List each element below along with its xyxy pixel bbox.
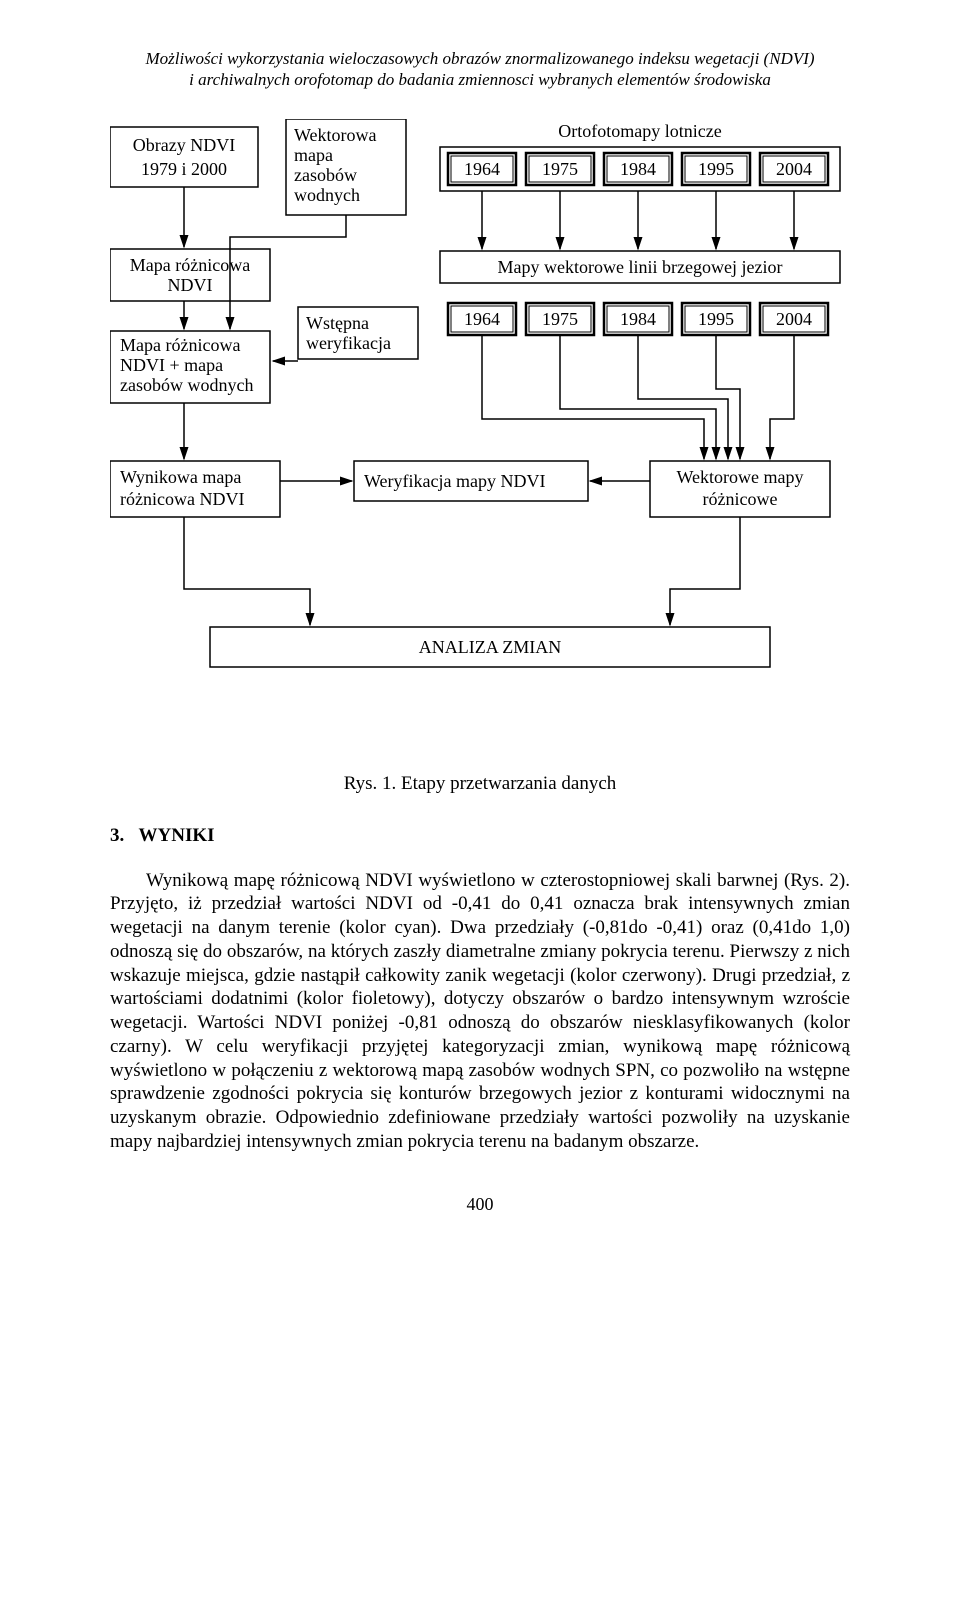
mr-l2: NDVI [168,275,213,295]
orto-title: Ortofotomapy lotnicze [558,121,721,141]
page-number: 400 [110,1194,850,1215]
node-wektorowe-mapy: Wektorowe mapy różnicowe [650,461,830,517]
wm-l1: Wektorowe mapy [676,467,803,487]
node-mapa-roznicowa-plus: Mapa różnicowa NDVI + mapa zasobów wodny… [110,331,270,403]
ws-l1: Wstępna [306,313,369,333]
node-wstepna: Wstępna weryfikacja [298,307,418,359]
section-heading: 3. WYNIKI [110,825,850,847]
flow-diagram: Obrazy NDVI 1979 i 2000 Wektorowa mapa z… [110,119,850,749]
ym2: 1984 [620,309,656,329]
node-wynikowa-mapa: Wynikowa mapa różnicowa NDVI [110,461,280,517]
obrazy-line2: 1979 i 2000 [141,159,227,179]
wektorowa-l3: zasobów [294,165,357,185]
wektorowa-l4: wodnych [294,185,360,205]
node-analiza-zmian: ANALIZA ZMIAN [210,627,770,667]
mw-label: Mapy wektorowe linii brzegowej jezior [498,257,783,277]
ws-l2: weryfikacja [306,333,391,353]
mr-l1: Mapa różnicowa [130,255,250,275]
node-obrazy-ndvi: Obrazy NDVI 1979 i 2000 [110,127,258,187]
header-line-1: Możliwości wykorzystania wieloczasowych … [145,49,814,68]
yt2: 1984 [620,159,656,179]
header-line-2: i archiwalnych orofotomap do badania zmi… [189,70,771,89]
section-num: 3. [110,825,124,846]
ym0: 1964 [464,309,500,329]
yt0: 1964 [464,159,500,179]
obrazy-line1: Obrazy NDVI [133,135,235,155]
yt3: 1995 [698,159,734,179]
wm-l2: różnicowe [703,489,778,509]
body-paragraph: Wynikową mapę różnicową NDVI wyświetlono… [110,869,850,1154]
edge-ym4-wm [770,335,794,459]
node-mapa-roznicowa: Mapa różnicowa NDVI [110,249,270,301]
ym4: 2004 [776,309,812,329]
mr2-l3: zasobów wodnych [120,375,253,395]
edge-ym2-wm [638,335,728,459]
edge-wyn-analiza [184,517,310,625]
node-weryfikacja-mapy: Weryfikacja mapy NDVI [354,461,588,501]
wy-l2: różnicowa NDVI [120,489,244,509]
mr2-l1: Mapa różnicowa [120,335,240,355]
page-header: Możliwości wykorzystania wieloczasowych … [110,48,850,91]
years-top-row: 1964 1975 1984 1995 [448,153,828,185]
analiza-label: ANALIZA ZMIAN [419,637,561,657]
we-l: Weryfikacja mapy NDVI [364,471,545,491]
figure-caption: Rys. 1. Etapy przetwarzania danych [110,773,850,795]
years-mid-row: 1964 1975 1984 1995 [448,303,828,335]
edge-wm-analiza [670,517,740,625]
section-title-text: WYNIKI [139,825,215,846]
yt4: 2004 [776,159,812,179]
node-wektorowa-mapa: Wektorowa mapa zasobów wodnych [286,119,406,215]
yt1: 1975 [542,159,578,179]
ym1: 1975 [542,309,578,329]
mr2-l2: NDVI + mapa [120,355,223,375]
wy-l1: Wynikowa mapa [120,467,241,487]
node-mapy-wektorowe: Mapy wektorowe linii brzegowej jezior [440,251,840,283]
wektorowa-l1: Wektorowa [294,125,377,145]
ym3: 1995 [698,309,734,329]
wektorowa-l2: mapa [294,145,333,165]
edge-ym0-wm [482,335,704,459]
